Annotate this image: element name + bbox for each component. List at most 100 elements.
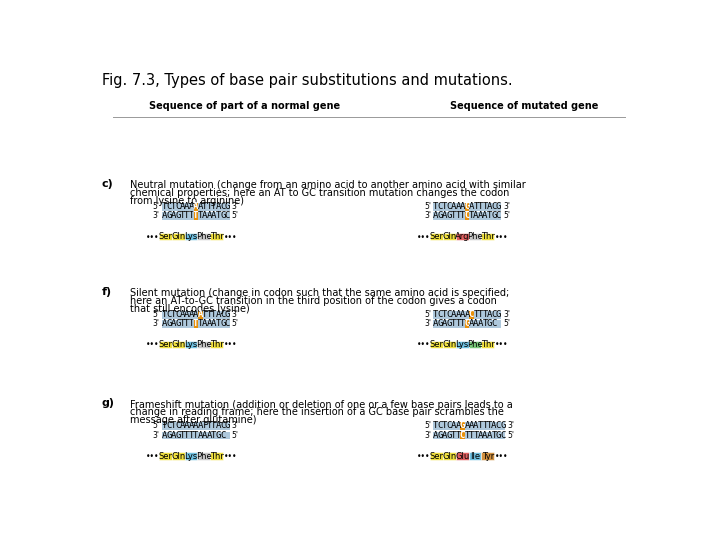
Text: G: G — [225, 202, 230, 211]
Text: •••: ••• — [224, 340, 237, 349]
Text: f): f) — [102, 287, 112, 296]
Text: G: G — [487, 319, 492, 328]
Bar — [172, 453, 184, 460]
Text: A: A — [193, 202, 199, 211]
Text: A: A — [171, 430, 176, 440]
Text: A: A — [202, 319, 207, 328]
Text: A: A — [460, 202, 465, 211]
Text: Lys: Lys — [184, 232, 197, 241]
Text: G: G — [500, 421, 505, 430]
Text: Ser: Ser — [158, 451, 172, 461]
Text: •••: ••• — [224, 452, 237, 461]
Text: 3': 3' — [503, 310, 510, 319]
Text: A: A — [193, 309, 199, 319]
Text: A: A — [433, 211, 438, 220]
Text: A: A — [202, 430, 207, 440]
Text: Phe: Phe — [196, 232, 212, 241]
Text: G: G — [464, 202, 469, 211]
Text: 5': 5' — [508, 431, 515, 440]
Text: c): c) — [102, 179, 113, 189]
Text: 5': 5' — [153, 421, 160, 430]
Text: T: T — [482, 309, 487, 319]
Text: T: T — [478, 309, 483, 319]
Text: G: G — [175, 319, 181, 328]
Text: A: A — [482, 211, 487, 220]
Text: Gln: Gln — [171, 451, 185, 461]
Text: Gln: Gln — [442, 340, 456, 349]
Text: A: A — [184, 421, 189, 430]
Text: 3': 3' — [232, 421, 239, 430]
Bar — [443, 233, 456, 240]
Text: 5': 5' — [153, 310, 160, 319]
Text: A: A — [161, 430, 167, 440]
Text: Thr: Thr — [210, 340, 223, 349]
Text: G: G — [446, 430, 451, 440]
Text: •••: ••• — [417, 340, 431, 349]
Bar — [184, 341, 197, 348]
Text: A: A — [207, 211, 212, 220]
Text: G: G — [220, 211, 225, 220]
Text: G: G — [446, 211, 451, 220]
Text: A: A — [464, 421, 469, 430]
Text: Glu: Glu — [455, 451, 469, 461]
Text: A: A — [197, 202, 203, 211]
Bar — [210, 341, 223, 348]
Text: T: T — [464, 430, 469, 440]
Text: T: T — [487, 421, 492, 430]
Text: C: C — [225, 211, 230, 220]
Text: T: T — [460, 319, 465, 328]
Text: T: T — [211, 421, 217, 430]
Text: T: T — [179, 211, 185, 220]
Text: Tyr: Tyr — [482, 451, 494, 461]
Bar — [460, 431, 465, 440]
Text: A: A — [433, 319, 438, 328]
Text: T: T — [487, 211, 492, 220]
Text: T: T — [193, 430, 199, 440]
Text: •••: ••• — [145, 233, 159, 241]
Text: A: A — [171, 211, 176, 220]
Bar — [162, 212, 230, 220]
Text: C: C — [491, 309, 497, 319]
Text: A: A — [451, 202, 456, 211]
Text: that still encodes lysine): that still encodes lysine) — [130, 303, 250, 314]
Text: A: A — [211, 319, 217, 328]
Text: 3': 3' — [424, 431, 431, 440]
Text: Thr: Thr — [481, 232, 495, 241]
Text: Phe: Phe — [467, 232, 483, 241]
Text: T: T — [215, 211, 221, 220]
Text: T: T — [207, 421, 212, 430]
Text: A: A — [473, 421, 479, 430]
Text: T: T — [451, 430, 456, 440]
Text: C: C — [500, 430, 505, 440]
Text: •••: ••• — [495, 233, 508, 241]
Text: C: C — [175, 309, 181, 319]
Text: 5': 5' — [424, 421, 431, 430]
Text: Fig. 7.3, Types of base pair substitutions and mutations.: Fig. 7.3, Types of base pair substitutio… — [102, 73, 512, 88]
Text: C: C — [175, 202, 181, 211]
Bar — [482, 453, 494, 460]
Text: Neutral mutation (change from an amino acid to another amino acid with similar: Neutral mutation (change from an amino a… — [130, 180, 526, 190]
Text: T: T — [161, 421, 167, 430]
Bar — [194, 203, 198, 211]
Bar — [431, 453, 443, 460]
Text: Phe: Phe — [196, 340, 212, 349]
Text: here an AT-to-GC transition in the third position of the codon gives a codon: here an AT-to-GC transition in the third… — [130, 296, 498, 306]
Text: A: A — [451, 421, 456, 430]
Text: T: T — [215, 319, 221, 328]
Text: 5': 5' — [232, 319, 239, 328]
Text: T: T — [482, 421, 487, 430]
Text: T: T — [197, 319, 203, 328]
Text: G: G — [460, 421, 465, 430]
Text: T: T — [184, 430, 189, 440]
Text: Phe: Phe — [196, 451, 212, 461]
Text: A: A — [433, 430, 438, 440]
Text: from lysine to arginine): from lysine to arginine) — [130, 195, 244, 206]
Text: C: C — [460, 430, 465, 440]
Text: C: C — [166, 309, 171, 319]
Bar — [162, 422, 230, 430]
Text: A: A — [473, 211, 479, 220]
Text: •••: ••• — [417, 452, 431, 461]
Text: •••: ••• — [495, 340, 508, 349]
Text: C: C — [469, 309, 474, 319]
Bar — [443, 341, 456, 348]
